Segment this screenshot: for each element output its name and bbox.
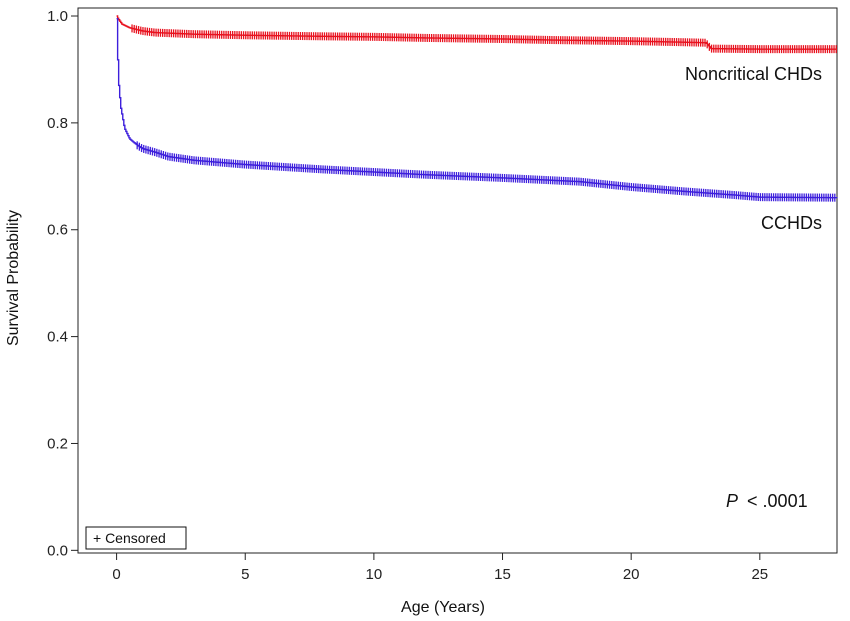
y-tick-label: 1.0 [47,8,68,25]
legend-label: + Censored [93,530,166,546]
series-line [116,15,837,50]
x-tick-label: 10 [366,566,383,583]
y-tick-label: 0.2 [47,435,68,452]
plot-border [77,7,838,554]
legend-box: + Censored [85,526,187,550]
series-cchds [116,17,838,202]
series-noncritical-chds [116,15,837,54]
y-tick-label: 0.0 [47,542,68,559]
y-tick-label: 0.8 [47,115,68,132]
censor-marks [136,141,836,202]
p-value-text: < .0001 [747,491,808,511]
y-tick-label: 0.4 [47,329,68,346]
x-tick-label: 0 [112,566,120,583]
x-axis: 0 5 10 15 20 25 [112,553,768,583]
series-label-cchds: CCHDs [761,213,822,233]
p-value-symbol: P [726,491,738,511]
x-tick-label: 5 [241,566,249,583]
x-axis-title: Age (Years) [401,599,485,616]
y-axis-title: Survival Probability [5,210,22,346]
x-tick-label: 20 [623,566,640,583]
series-label-noncritical-chds: Noncritical CHDs [685,64,822,84]
censor-marks [131,24,837,54]
p-value-annotation: P < .0001 [726,491,808,511]
svg-text:P < .0001: P < .0001 [726,491,808,511]
x-tick-label: 25 [751,566,768,583]
plot-frame [77,7,838,554]
x-tick-label: 15 [494,566,511,583]
series-layer [116,15,838,202]
y-tick-label: 0.6 [47,222,68,239]
y-axis: 0.0 0.2 0.4 0.6 0.8 1.0 [47,8,78,559]
legend-border [85,526,187,550]
